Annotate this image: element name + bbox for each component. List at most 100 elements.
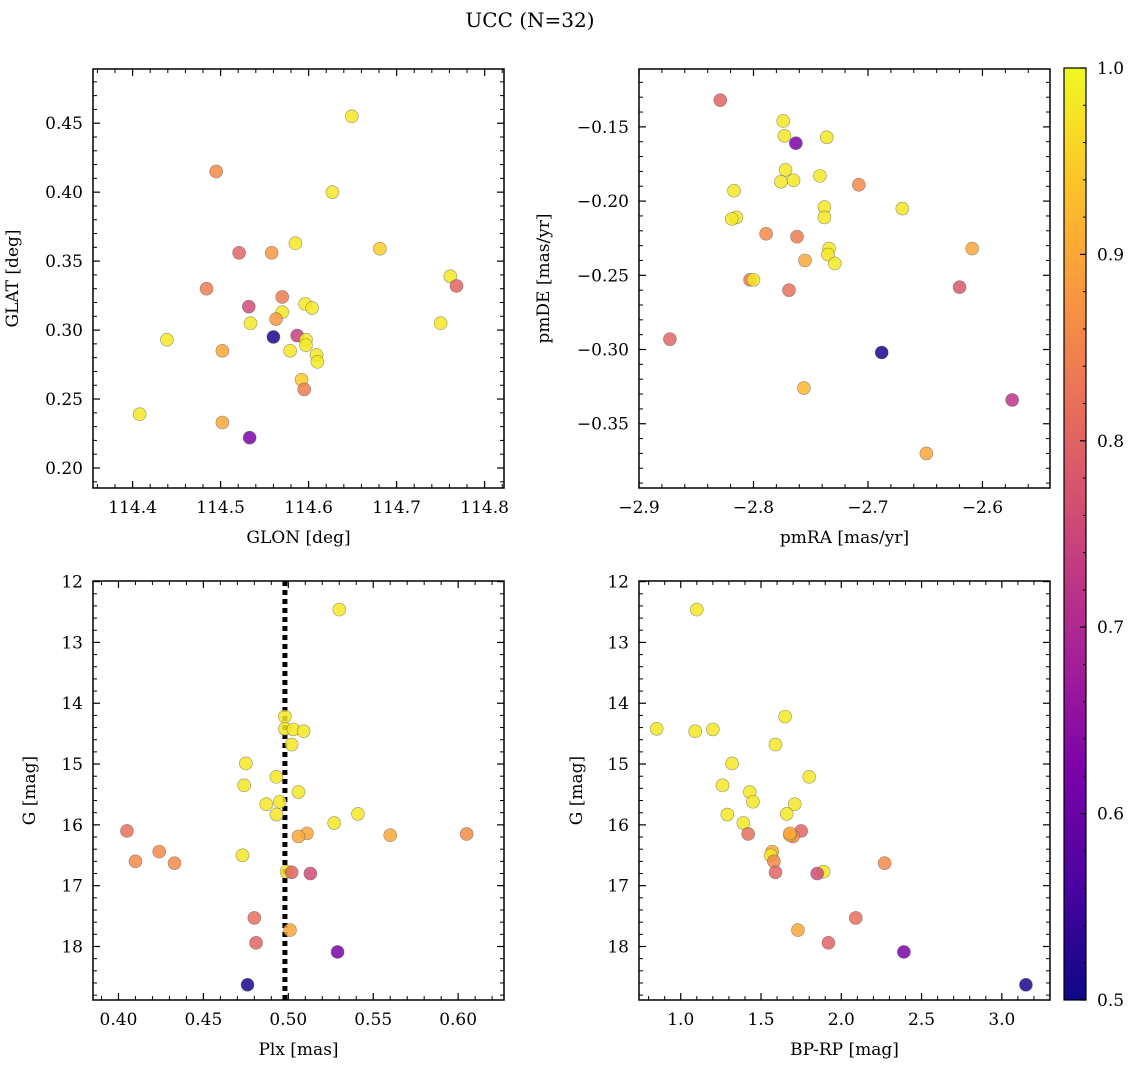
panel-glon-glat: 114.4 114.5 114.6 114.7 114.8 0.20 0.25 0.30 0.3… xyxy=(3,68,509,548)
colorbar: 0.5 0.6 0.7 0.8 0.9 1.0 xyxy=(1063,59,1124,1011)
scatter-point xyxy=(791,923,805,937)
scatter-point xyxy=(283,343,297,358)
scatter-points xyxy=(132,109,464,445)
y-tick-label: 14 xyxy=(61,694,83,714)
scatter-point xyxy=(239,756,253,771)
x-axis-label: Plx [mas] xyxy=(258,1040,338,1060)
scatter-point xyxy=(725,756,739,771)
x-tick-label: 0.40 xyxy=(100,1010,138,1030)
scatter-point xyxy=(777,128,792,143)
scatter-point xyxy=(449,279,464,293)
scatter-point xyxy=(278,709,292,724)
scatter-point xyxy=(269,807,284,822)
scatter-point xyxy=(817,210,832,225)
x-axis-label: BP-RP [mag] xyxy=(790,1040,899,1060)
colorbar-tick-label: 0.8 xyxy=(1097,432,1124,452)
panel-pmra-pmde: −2.9 −2.8 −2.7 −2.6 −0.35 −0.30 −0.25 −0.20 −0.1… xyxy=(534,68,1051,548)
axis-ticks: −2.9 −2.8 −2.7 −2.6 −0.35 −0.30 −0.25 −0.20 −0.1… xyxy=(577,69,1050,518)
scatter-point xyxy=(689,602,704,617)
scatter-point xyxy=(798,253,812,268)
scatter-point xyxy=(273,794,287,809)
scatter-point xyxy=(713,93,728,107)
y-axis-label: GLAT [deg] xyxy=(3,229,23,327)
x-tick-label: 2.0 xyxy=(828,1010,855,1030)
scatter-point xyxy=(433,316,448,330)
scatter-point xyxy=(373,241,387,256)
scatter-point xyxy=(797,381,811,395)
scatter-point xyxy=(266,330,281,344)
scatter-point xyxy=(235,848,250,863)
y-tick-label: 13 xyxy=(61,633,83,653)
scatter-point xyxy=(688,724,702,739)
panel-bprp-g: 1.0 1.5 2.0 2.5 3.0 12 13 14 15 16 17 18 BP-RP [mag]… xyxy=(567,573,1051,1060)
plot-frame xyxy=(638,68,1051,489)
scatter-point xyxy=(243,316,258,330)
scatter-point xyxy=(778,709,792,724)
scatter-point xyxy=(813,169,827,183)
y-axis-label: pmDE [mas/yr] xyxy=(534,213,554,343)
scatter-point xyxy=(299,338,313,353)
scatter-point xyxy=(249,936,263,950)
scatter-point xyxy=(715,778,730,793)
scatter-point xyxy=(288,236,303,250)
scatter-point xyxy=(275,290,290,304)
y-tick-label: 0.20 xyxy=(45,459,83,479)
scatter-point xyxy=(768,865,783,880)
scatter-point xyxy=(774,175,788,189)
scatter-point xyxy=(283,923,297,937)
colorbar-bar xyxy=(1063,67,1087,1001)
scatter-point xyxy=(649,721,664,736)
scatter-point xyxy=(819,130,834,145)
scatter-point xyxy=(741,827,755,841)
scatter-point xyxy=(919,446,934,461)
scatter-point xyxy=(459,827,474,841)
scatter-point xyxy=(215,415,230,430)
y-tick-label: 18 xyxy=(61,937,83,957)
scatter-point xyxy=(746,272,761,287)
scatter-point xyxy=(199,281,214,296)
scatter-point xyxy=(332,602,347,617)
y-tick-label: 0.25 xyxy=(45,390,83,410)
x-tick-label: 0.55 xyxy=(354,1010,392,1030)
x-tick-label: 114.4 xyxy=(108,498,157,518)
scatter-point xyxy=(727,183,741,198)
axis-ticks: 1.0 1.5 2.0 2.5 3.0 12 13 14 15 16 17 18 xyxy=(607,573,1051,1030)
x-axis-label: GLON [deg] xyxy=(246,528,350,548)
x-tick-label: −2.8 xyxy=(733,498,774,518)
y-tick-label: 17 xyxy=(607,877,629,897)
panel-plx-g: 0.40 0.45 0.50 0.55 0.60 12 13 14 15 16 17 18 Plx [m… xyxy=(20,573,505,1060)
scatter-point xyxy=(325,185,340,199)
scatter-point xyxy=(789,136,803,151)
scatter-point xyxy=(779,807,794,821)
y-tick-label: −0.35 xyxy=(577,415,629,435)
scatter-point xyxy=(776,114,791,128)
y-tick-label: −0.20 xyxy=(577,192,629,212)
scatter-point xyxy=(768,737,783,752)
y-tick-label: −0.30 xyxy=(577,341,629,361)
scatter-point xyxy=(237,778,251,793)
scatter-point xyxy=(259,797,274,811)
x-tick-label: 0.60 xyxy=(439,1010,477,1030)
scatter-point xyxy=(810,866,825,881)
scatter-point xyxy=(802,770,816,784)
scatter-point xyxy=(897,945,911,959)
y-tick-label: 18 xyxy=(607,937,629,957)
scatter-point xyxy=(120,824,134,838)
y-tick-label: 16 xyxy=(61,816,83,836)
scatter-point xyxy=(303,866,318,881)
scatter-point xyxy=(778,163,793,177)
y-tick-label: −0.15 xyxy=(577,118,629,138)
scatter-point xyxy=(724,212,739,226)
colorbar-tick-label: 0.7 xyxy=(1097,618,1124,638)
scatter-point xyxy=(1005,393,1020,407)
y-axis-label: G [mag] xyxy=(20,756,40,825)
scatter-point xyxy=(443,269,458,284)
y-tick-label: 0.45 xyxy=(45,114,83,134)
scatter-point xyxy=(241,299,256,314)
x-axis-label: pmRA [mas/yr] xyxy=(780,528,909,548)
scatter-point xyxy=(663,332,677,346)
scatter-point xyxy=(344,109,359,124)
y-tick-label: 12 xyxy=(61,573,83,593)
scatter-point xyxy=(291,829,306,844)
